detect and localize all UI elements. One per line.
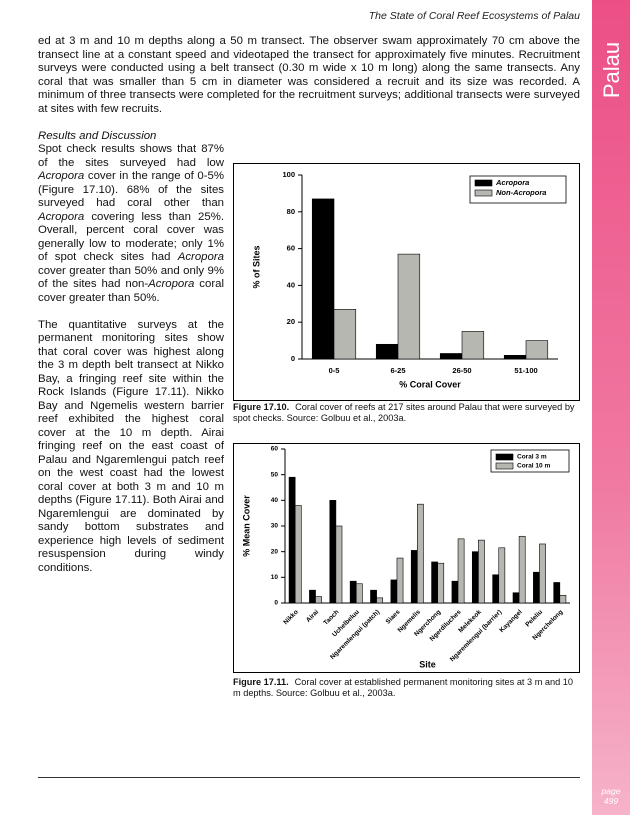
- legend-label: Coral 3 m: [517, 454, 547, 461]
- bar: [431, 561, 438, 604]
- bar: [410, 550, 418, 604]
- caption-label: Figure 17.11.: [233, 677, 289, 687]
- bar: [333, 309, 357, 360]
- legend-label: Non-Acropora: [496, 188, 546, 197]
- y-tick-label: 20: [287, 317, 295, 326]
- bar: [397, 253, 421, 360]
- paragraph: Spot check results shows that 87% of the…: [38, 143, 580, 305]
- bar: [539, 543, 546, 604]
- bar: [437, 562, 445, 604]
- bar: [376, 597, 384, 604]
- page-num: 499: [603, 796, 619, 806]
- text-run: coral cover greater than 50%.: [38, 278, 224, 304]
- legend-swatch: [474, 179, 493, 187]
- footer-rule: [38, 777, 580, 778]
- legend-label: Coral 10 m: [517, 463, 550, 470]
- text-run: Spot check results shows that 87% of the…: [38, 143, 224, 169]
- bar: [311, 198, 335, 360]
- running-header: The State of Coral Reef Ecosystems of Pa…: [368, 10, 580, 22]
- x-axis-label: Site: [419, 659, 436, 669]
- italic-text: Acropora: [148, 278, 195, 290]
- y-tick-label: 80: [287, 207, 295, 216]
- chart: 0 20 40 60 80 100 0-5 6-25 26-50 51-100 % Coral Co…: [233, 163, 580, 401]
- bar: [478, 539, 485, 604]
- y-tick-label: 60: [271, 446, 279, 453]
- bar: [390, 579, 398, 604]
- bar: [417, 503, 424, 604]
- bar: [533, 571, 540, 604]
- italic-text: Results and Discussion: [38, 129, 157, 142]
- x-tick-label: 51-100: [514, 366, 537, 375]
- y-axis-label: % Mean Cover: [241, 495, 251, 557]
- bar: [518, 535, 526, 604]
- paragraph: The quantitative surveys at the permanen…: [38, 319, 580, 576]
- figure-caption: Figure 17.11. Coral cover at established …: [233, 677, 580, 699]
- y-tick-label: 40: [271, 497, 279, 504]
- y-axis-label: % of Sites: [251, 245, 261, 288]
- bar: [439, 353, 463, 360]
- page-number: page 499: [592, 786, 630, 806]
- bar: [461, 331, 485, 360]
- caption-label: Figure 17.10.: [233, 402, 290, 412]
- text-run: The quantitative surveys at the permanen…: [38, 318, 224, 574]
- legend-swatch: [495, 453, 514, 461]
- legend-swatch: [495, 462, 514, 470]
- text-run: cover greater than 50% and only 9% of th…: [38, 264, 224, 291]
- bar: [457, 538, 465, 604]
- bar: [309, 589, 316, 604]
- italic-text: Acropora: [38, 170, 85, 182]
- y-tick-label: 100: [282, 170, 295, 179]
- bar: [503, 355, 527, 360]
- text-run: ed at 3 m and 10 m depths along a 50 m t…: [38, 35, 580, 115]
- y-tick-label: 0: [291, 354, 295, 363]
- paragraph: ed at 3 m and 10 m depths along a 50 m t…: [38, 35, 580, 116]
- x-axis-label: % Coral Cover: [399, 379, 461, 389]
- bar: [355, 583, 363, 604]
- bar: [329, 500, 337, 604]
- bar: [335, 525, 343, 604]
- paragraph: Results and Discussion: [38, 130, 580, 144]
- bar: [553, 582, 561, 604]
- caption-text: Coral cover of reefs at 217 sites around…: [233, 402, 575, 423]
- bar: [525, 340, 549, 360]
- x-tick-label: 26-50: [452, 366, 471, 375]
- bar: [559, 595, 567, 604]
- bar: [492, 574, 500, 604]
- bar: [370, 589, 377, 604]
- page-label: page: [601, 786, 621, 796]
- bar: [349, 580, 357, 604]
- y-tick-label: 50: [271, 471, 279, 478]
- body-text: ed at 3 m and 10 m depths along a 50 m t…: [38, 35, 580, 676]
- y-tick-label: 0: [274, 600, 278, 607]
- sidebar: [592, 0, 630, 815]
- y-tick-label: 10: [271, 574, 279, 581]
- x-tick-label: 6-25: [390, 366, 405, 375]
- x-tick-label: 0-5: [329, 366, 340, 375]
- caption-text: Coral cover at established permanent mon…: [233, 677, 573, 698]
- bar: [471, 551, 479, 604]
- text-run: cover in the range of 0-5% (Figure 17.10…: [38, 170, 224, 209]
- bar: [512, 592, 520, 604]
- bar: [396, 557, 404, 604]
- italic-text: Acropora: [38, 210, 85, 223]
- y-tick-label: 30: [271, 523, 279, 530]
- y-tick-label: 20: [271, 548, 279, 555]
- bar: [315, 596, 322, 604]
- y-tick-label: 60: [287, 244, 295, 253]
- y-tick-label: 40: [287, 280, 295, 289]
- bar: [294, 505, 302, 604]
- bar: [375, 343, 399, 360]
- text-run: covering less than 25%. Overall, percent…: [38, 210, 224, 264]
- bar: [498, 547, 506, 604]
- sidebar-label: Palau: [599, 41, 624, 99]
- bar: [451, 580, 459, 604]
- figure-caption: Figure 17.10. Coral cover of reefs at 217…: [233, 402, 580, 424]
- bar: [288, 476, 296, 604]
- legend-swatch: [474, 189, 493, 197]
- italic-text: Acropora: [177, 251, 224, 263]
- legend-label: Acropora: [495, 178, 529, 187]
